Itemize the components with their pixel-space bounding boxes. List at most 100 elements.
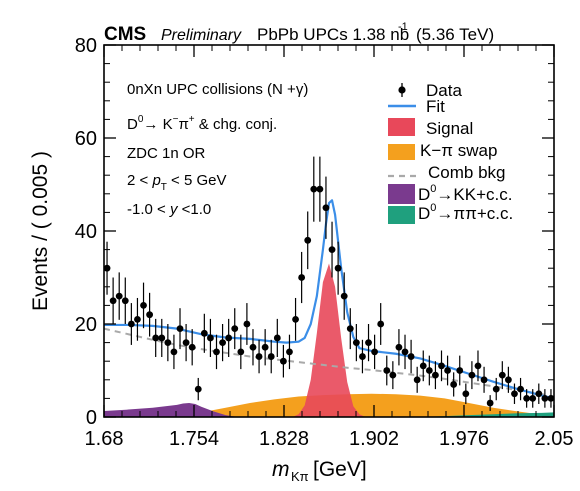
comb-bkg-line <box>103 327 555 398</box>
data-point <box>328 221 336 278</box>
data-point-marker <box>279 357 287 365</box>
data-point <box>492 377 500 401</box>
legend-comb: Comb bkg <box>388 163 505 182</box>
data-point-marker <box>188 343 196 351</box>
x-axis-label-m: m <box>272 458 290 481</box>
preliminary-label: Preliminary <box>161 27 242 44</box>
data-point-marker <box>322 204 330 212</box>
kk-area <box>104 403 238 417</box>
data-point <box>261 329 269 366</box>
data-point <box>504 366 512 393</box>
data-point <box>134 297 141 341</box>
data-point-marker <box>255 353 263 360</box>
data-point <box>164 324 172 362</box>
data-point-marker <box>352 339 360 346</box>
data-point-marker <box>359 353 366 360</box>
y-tick-label: 60 <box>75 128 97 150</box>
data-point-marker <box>316 185 324 193</box>
info-block: 0nXn UPC collisions (N +γ) D0→ K−π+ & ch… <box>127 81 308 218</box>
data-point-marker <box>200 329 208 337</box>
legend-swap-label: K−π swap <box>420 141 497 160</box>
y-axis-label: Events / ( 0.005 ) <box>29 151 52 311</box>
legend-kk: D0→KK+c.c. <box>388 183 512 204</box>
data-point-marker <box>444 367 451 374</box>
data-point <box>127 303 135 345</box>
data-point-marker <box>432 371 439 379</box>
data-point <box>109 277 117 324</box>
data-point <box>474 350 482 382</box>
data-point <box>352 324 360 362</box>
data-point-marker <box>340 292 348 300</box>
data-point <box>158 318 166 358</box>
data-point <box>535 383 543 404</box>
data-point <box>243 303 251 345</box>
data-point-marker <box>219 339 226 346</box>
data-point-marker <box>292 315 299 323</box>
data-point-marker <box>194 385 202 393</box>
data-point-marker <box>310 185 318 193</box>
data-point <box>511 383 518 404</box>
y-tick-label: 40 <box>75 221 97 243</box>
data-point-marker <box>407 353 415 360</box>
data-point-marker <box>109 297 117 305</box>
data-point <box>152 318 160 358</box>
data-point-marker <box>328 246 336 254</box>
data-points <box>103 156 555 411</box>
data-point-marker <box>498 371 506 379</box>
data-point <box>529 389 537 408</box>
data-point <box>419 350 427 382</box>
data-point-marker <box>115 292 123 300</box>
data-point-marker <box>207 334 214 342</box>
stacked-components <box>104 263 555 417</box>
y-tick-label: 20 <box>75 314 97 336</box>
data-point-marker <box>225 334 233 342</box>
data-point <box>365 324 372 362</box>
data-point <box>304 211 312 270</box>
data-point <box>194 377 202 401</box>
x-tick-label: 1.754 <box>169 428 219 450</box>
data-point <box>316 156 324 222</box>
data-point-marker <box>231 325 239 333</box>
data-point-marker <box>474 362 482 370</box>
data-point <box>213 334 220 370</box>
data-point <box>425 355 433 386</box>
data-point-marker <box>480 376 488 384</box>
data-point <box>346 308 354 350</box>
data-point <box>273 318 281 358</box>
info-line-3: ZDC 1n OR <box>127 145 206 162</box>
data-point <box>322 176 330 239</box>
data-point-marker <box>182 339 190 346</box>
legend-pipi-label: D0→ππ+c.c. <box>418 202 513 223</box>
data-point-marker <box>517 385 524 393</box>
y-tick-label: 0 <box>86 407 97 429</box>
data-point-marker <box>413 376 421 384</box>
data-point <box>231 308 239 350</box>
data-point-marker <box>456 367 464 374</box>
data-point-marker <box>535 390 543 398</box>
x-axis-label-unit: [GeV] <box>313 458 367 481</box>
data-point <box>170 334 178 370</box>
data-point-marker <box>127 320 135 328</box>
legend-fit-label: Fit <box>426 97 445 116</box>
data-point <box>462 383 470 404</box>
legend-kk-swatch <box>388 184 415 204</box>
data-point <box>407 339 415 374</box>
data-point <box>182 324 190 362</box>
data-point-marker <box>146 311 154 319</box>
data-point <box>310 156 318 222</box>
data-point-marker <box>134 315 141 323</box>
data-point-marker <box>468 371 476 379</box>
data-point-marker <box>261 343 269 351</box>
data-point-marker <box>334 264 342 272</box>
data-point-marker <box>176 325 184 333</box>
data-point-marker <box>371 348 379 356</box>
data-point-marker <box>346 325 354 333</box>
data-point <box>121 277 129 324</box>
x-tick-label: 1.68 <box>85 428 124 450</box>
data-point-marker <box>152 334 160 342</box>
data-point <box>140 282 147 329</box>
data-point <box>377 303 385 345</box>
energy-label: (5.36 TeV) <box>416 25 494 44</box>
data-point <box>413 366 421 393</box>
